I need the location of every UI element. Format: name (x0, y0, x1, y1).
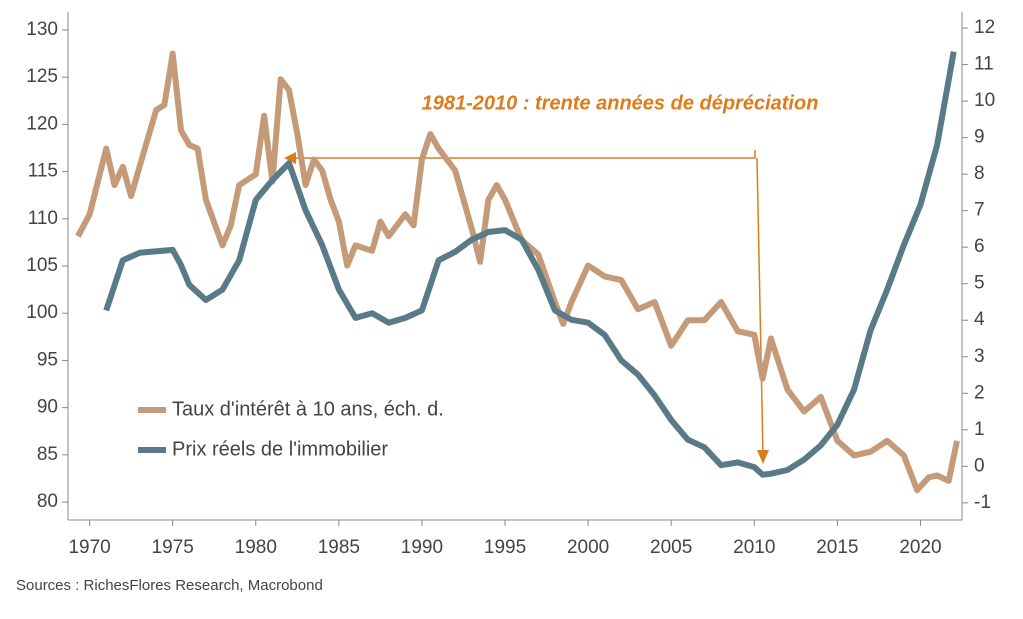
x-tick-label: 2010 (733, 537, 775, 558)
y2-tick-label: 10 (974, 90, 995, 111)
y-tick-label: 130 (26, 19, 58, 40)
y-tick-label: 90 (37, 397, 58, 418)
y-tick-label: 125 (26, 66, 58, 87)
y-tick-label: 110 (28, 208, 58, 229)
arrow-head (757, 450, 769, 464)
x-tick-label: 1970 (68, 537, 110, 558)
legend-label: Prix réels de l'immobilier (172, 438, 388, 460)
y2-tick-label: 3 (974, 346, 985, 367)
y-tick-label: 105 (26, 255, 58, 276)
y-tick-label: 115 (28, 161, 58, 182)
x-tick-label: 2015 (816, 537, 858, 558)
y2-tick-label: 0 (974, 455, 985, 476)
y2-tick-label: 12 (974, 17, 995, 38)
x-tick-label: 1980 (235, 537, 277, 558)
y-tick-label: 120 (26, 113, 58, 134)
y2-tick-label: 5 (974, 273, 985, 294)
arrow-head (284, 152, 296, 164)
y-tick-label: 100 (26, 302, 58, 323)
y2-tick-label: 2 (974, 382, 985, 403)
y2-tick-label: 11 (974, 54, 994, 75)
x-tick-label: 2020 (899, 537, 941, 558)
y2-tick-label: 6 (974, 236, 985, 257)
series-line (75, 50, 960, 494)
legend-label: Taux d'intérêt à 10 ans, éch. d. (172, 398, 444, 420)
y-tick-label: 85 (37, 444, 58, 465)
y-tick-label: 80 (37, 491, 58, 512)
y2-tick-label: 8 (974, 163, 985, 184)
y2-tick-label: -1 (974, 492, 991, 513)
x-tick-label: 1975 (152, 537, 194, 558)
source: Sources : RichesFlores Research, Macrobo… (16, 577, 323, 594)
y2-tick-label: 1 (974, 419, 985, 440)
y2-tick-label: 9 (974, 127, 985, 148)
x-tick-label: 1995 (484, 537, 526, 558)
x-tick-label: 2000 (567, 537, 609, 558)
y2-tick-label: 7 (974, 200, 985, 221)
y-tick-label: 95 (37, 349, 58, 370)
annotation: 1981-2010 : trente années de dépréciatio… (422, 92, 819, 114)
y2-tick-label: 4 (974, 309, 985, 330)
series-line (103, 51, 957, 478)
x-tick-label: 1990 (401, 537, 443, 558)
x-tick-label: 1985 (318, 537, 360, 558)
x-tick-label: 2005 (650, 537, 692, 558)
